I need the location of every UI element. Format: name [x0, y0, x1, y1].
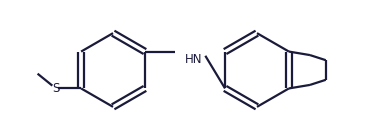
Text: HN: HN	[185, 53, 203, 66]
Text: S: S	[52, 82, 60, 95]
